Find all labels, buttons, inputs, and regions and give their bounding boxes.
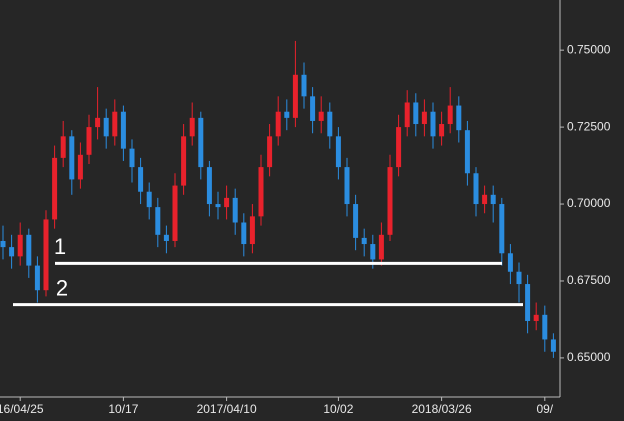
candle-body (507, 253, 513, 272)
candle-body (473, 173, 479, 205)
candle-body (103, 117, 109, 137)
candle-body (335, 136, 341, 168)
candle-body (310, 96, 316, 121)
candle-body (301, 74, 307, 97)
candle-body (533, 314, 539, 321)
x-tick-label: 09/ (536, 402, 553, 416)
candle-body (224, 197, 230, 208)
candle-body (327, 111, 333, 137)
candle-body (43, 219, 49, 291)
candle-body (155, 207, 161, 235)
candle-body (267, 136, 273, 168)
candle-body (17, 234, 23, 257)
candle-body (387, 167, 393, 235)
candle-body (77, 154, 83, 180)
candle-body (34, 265, 40, 291)
candle-body (482, 194, 488, 205)
candle-body (95, 117, 101, 128)
candle-body (241, 222, 247, 245)
annotation-label: 1 (54, 234, 66, 259)
candle-body (464, 130, 470, 174)
candle-body (490, 194, 496, 205)
candle-body (9, 247, 15, 257)
candle-body (26, 234, 32, 266)
candle-body (60, 136, 66, 158)
candle-body (525, 284, 531, 321)
candle-body (86, 127, 92, 155)
candle-body (206, 167, 212, 205)
candle-body (232, 197, 238, 223)
x-tick-label: 2017/04/10 (197, 402, 257, 416)
candle-body (396, 127, 402, 168)
x-tick-label: 10/02 (323, 402, 353, 416)
candle-body (344, 167, 350, 205)
candle-body (550, 339, 556, 352)
candle-body (353, 204, 359, 238)
candle-body (112, 111, 118, 137)
candle-body (189, 117, 195, 137)
y-tick-label: 0.72500 (567, 119, 611, 133)
candle-body (361, 237, 367, 245)
candle-body (378, 234, 384, 260)
x-tick-label: 10/17 (108, 402, 138, 416)
candle-body (146, 191, 152, 208)
candle-body (370, 244, 376, 260)
candle-body (439, 124, 445, 137)
candle-body (421, 111, 427, 125)
candle-body (120, 111, 126, 149)
candle-body (138, 167, 144, 192)
candle-body (456, 105, 462, 131)
candle-body (284, 111, 290, 118)
candle-body (0, 240, 6, 248)
candle-body (129, 148, 135, 168)
candle-body (318, 111, 324, 121)
y-tick-label: 0.75000 (567, 42, 611, 56)
candle-body (215, 204, 221, 208)
y-tick-label: 0.67500 (567, 273, 611, 287)
candle-body (69, 136, 75, 180)
y-tick-label: 0.65000 (567, 350, 611, 364)
candle-body (447, 105, 453, 125)
candle-body (413, 102, 419, 125)
candle-body (499, 204, 505, 254)
x-tick-label: 2018/03/26 (412, 402, 472, 416)
candle-body (430, 111, 436, 137)
candle-body (292, 74, 298, 118)
candle-body (172, 185, 178, 241)
x-tick-label: 16/04/25 (0, 402, 44, 416)
candle-body (516, 271, 522, 285)
candle-body (249, 216, 255, 245)
annotation-label: 2 (56, 275, 68, 300)
candle-body (163, 234, 169, 241)
candle-body (258, 167, 264, 217)
candle-body (52, 157, 58, 220)
candle-body (198, 117, 204, 168)
candle-body (181, 136, 187, 186)
y-tick-label: 0.70000 (567, 196, 611, 210)
candle-body (404, 102, 410, 128)
candle-body (275, 111, 281, 137)
candle-body (542, 314, 548, 340)
